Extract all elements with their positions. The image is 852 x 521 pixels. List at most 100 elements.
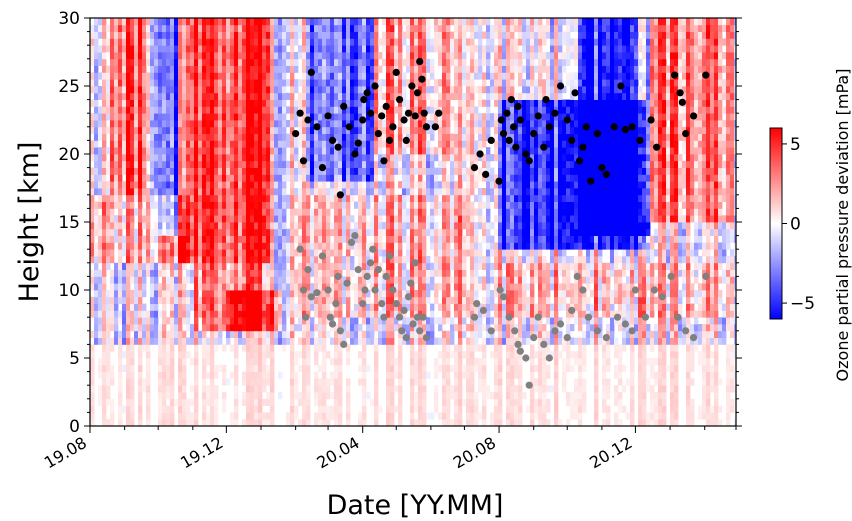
heatmap-cell	[418, 147, 423, 155]
heatmap-cell	[166, 392, 171, 400]
heatmap-cell	[154, 52, 159, 60]
heatmap-cell	[98, 324, 103, 332]
heatmap-cell	[134, 92, 139, 100]
heatmap-cell	[282, 24, 287, 32]
heatmap-cell	[362, 330, 367, 338]
heatmap-cell	[146, 79, 151, 87]
heatmap-cell	[106, 398, 111, 406]
heatmap-cell	[182, 290, 187, 298]
heatmap-cell	[290, 99, 295, 107]
heatmap-cell	[314, 385, 319, 393]
heatmap-cell	[266, 120, 271, 128]
heatmap-cell	[402, 188, 407, 196]
heatmap-cell	[310, 38, 315, 46]
heatmap-cell	[474, 337, 479, 345]
heatmap-cell	[414, 167, 419, 175]
heatmap-cell	[382, 276, 387, 284]
heatmap-cell	[158, 371, 163, 379]
heatmap-cell	[294, 167, 299, 175]
heatmap-cell	[166, 140, 171, 148]
heatmap-cell	[242, 174, 247, 182]
heatmap-cell	[470, 256, 475, 264]
heatmap-cell	[194, 228, 199, 236]
heatmap-cell	[346, 215, 351, 223]
heatmap-cell	[290, 344, 295, 352]
heatmap-cell	[402, 126, 407, 134]
heatmap-cell	[262, 147, 267, 155]
heatmap-cell	[214, 222, 219, 230]
heatmap-cell	[190, 86, 195, 94]
heatmap-cell	[246, 45, 251, 53]
heatmap-cell	[458, 228, 463, 236]
heatmap-cell	[322, 364, 327, 372]
heatmap-cell	[222, 154, 227, 162]
heatmap-cell	[182, 215, 187, 223]
heatmap-cell	[342, 58, 347, 66]
heatmap-cell	[302, 378, 307, 386]
heatmap-cell	[134, 283, 139, 291]
heatmap-cell	[342, 235, 347, 243]
heatmap-cell	[406, 126, 411, 134]
heatmap-cell	[278, 188, 283, 196]
heatmap-cell	[454, 208, 459, 216]
heatmap-cell	[214, 364, 219, 372]
heatmap-cell	[366, 120, 371, 128]
heatmap-cell	[362, 398, 367, 406]
heatmap-cell	[122, 147, 127, 155]
heatmap-cell	[130, 65, 135, 73]
heatmap-cell	[258, 358, 263, 366]
heatmap-cell	[442, 303, 447, 311]
heatmap-cell	[166, 126, 171, 134]
heatmap-cell	[94, 52, 99, 60]
heatmap-cell	[146, 120, 151, 128]
heatmap-cell	[142, 120, 147, 128]
heatmap-cell	[378, 228, 383, 236]
heatmap-cell	[210, 276, 215, 284]
heatmap-cell	[234, 385, 239, 393]
heatmap-cell	[110, 188, 115, 196]
heatmap-cell	[402, 38, 407, 46]
heatmap-cell	[214, 18, 219, 26]
heatmap-cell	[442, 317, 447, 325]
heatmap-cell	[146, 208, 151, 216]
heatmap-cell	[302, 174, 307, 182]
heatmap-cell	[206, 392, 211, 400]
heatmap-cell	[142, 337, 147, 345]
heatmap-cell	[274, 126, 279, 134]
heatmap-cell	[194, 106, 199, 114]
heatmap-cell	[390, 228, 395, 236]
heatmap-cell	[446, 398, 451, 406]
heatmap-cell	[142, 24, 147, 32]
heatmap-cell	[322, 79, 327, 87]
heatmap-cell	[302, 330, 307, 338]
heatmap-cell	[446, 79, 451, 87]
heatmap-cell	[354, 31, 359, 39]
heatmap-cell	[410, 310, 415, 318]
heatmap-cell	[330, 290, 335, 298]
heatmap-cell	[386, 147, 391, 155]
heatmap-cell	[466, 106, 471, 114]
heatmap-cell	[454, 194, 459, 202]
heatmap-cell	[358, 160, 363, 168]
heatmap-cell	[422, 31, 427, 39]
heatmap-cell	[146, 147, 151, 155]
heatmap-cell	[358, 215, 363, 223]
heatmap-cell	[130, 208, 135, 216]
heatmap-cell	[362, 38, 367, 46]
heatmap-cell	[434, 79, 439, 87]
heatmap-cell	[122, 38, 127, 46]
heatmap-cell	[414, 65, 419, 73]
heatmap-cell	[470, 113, 475, 121]
heatmap-cell	[270, 99, 275, 107]
heatmap-cell	[470, 181, 475, 189]
heatmap-cell	[194, 45, 199, 53]
heatmap-cell	[322, 303, 327, 311]
heatmap-cell	[206, 126, 211, 134]
heatmap-cell	[442, 65, 447, 73]
heatmap-cell	[94, 38, 99, 46]
heatmap-cell	[418, 303, 423, 311]
heatmap-cell	[226, 31, 231, 39]
heatmap-cell	[414, 235, 419, 243]
heatmap-cell	[254, 208, 259, 216]
heatmap-cell	[286, 242, 291, 250]
